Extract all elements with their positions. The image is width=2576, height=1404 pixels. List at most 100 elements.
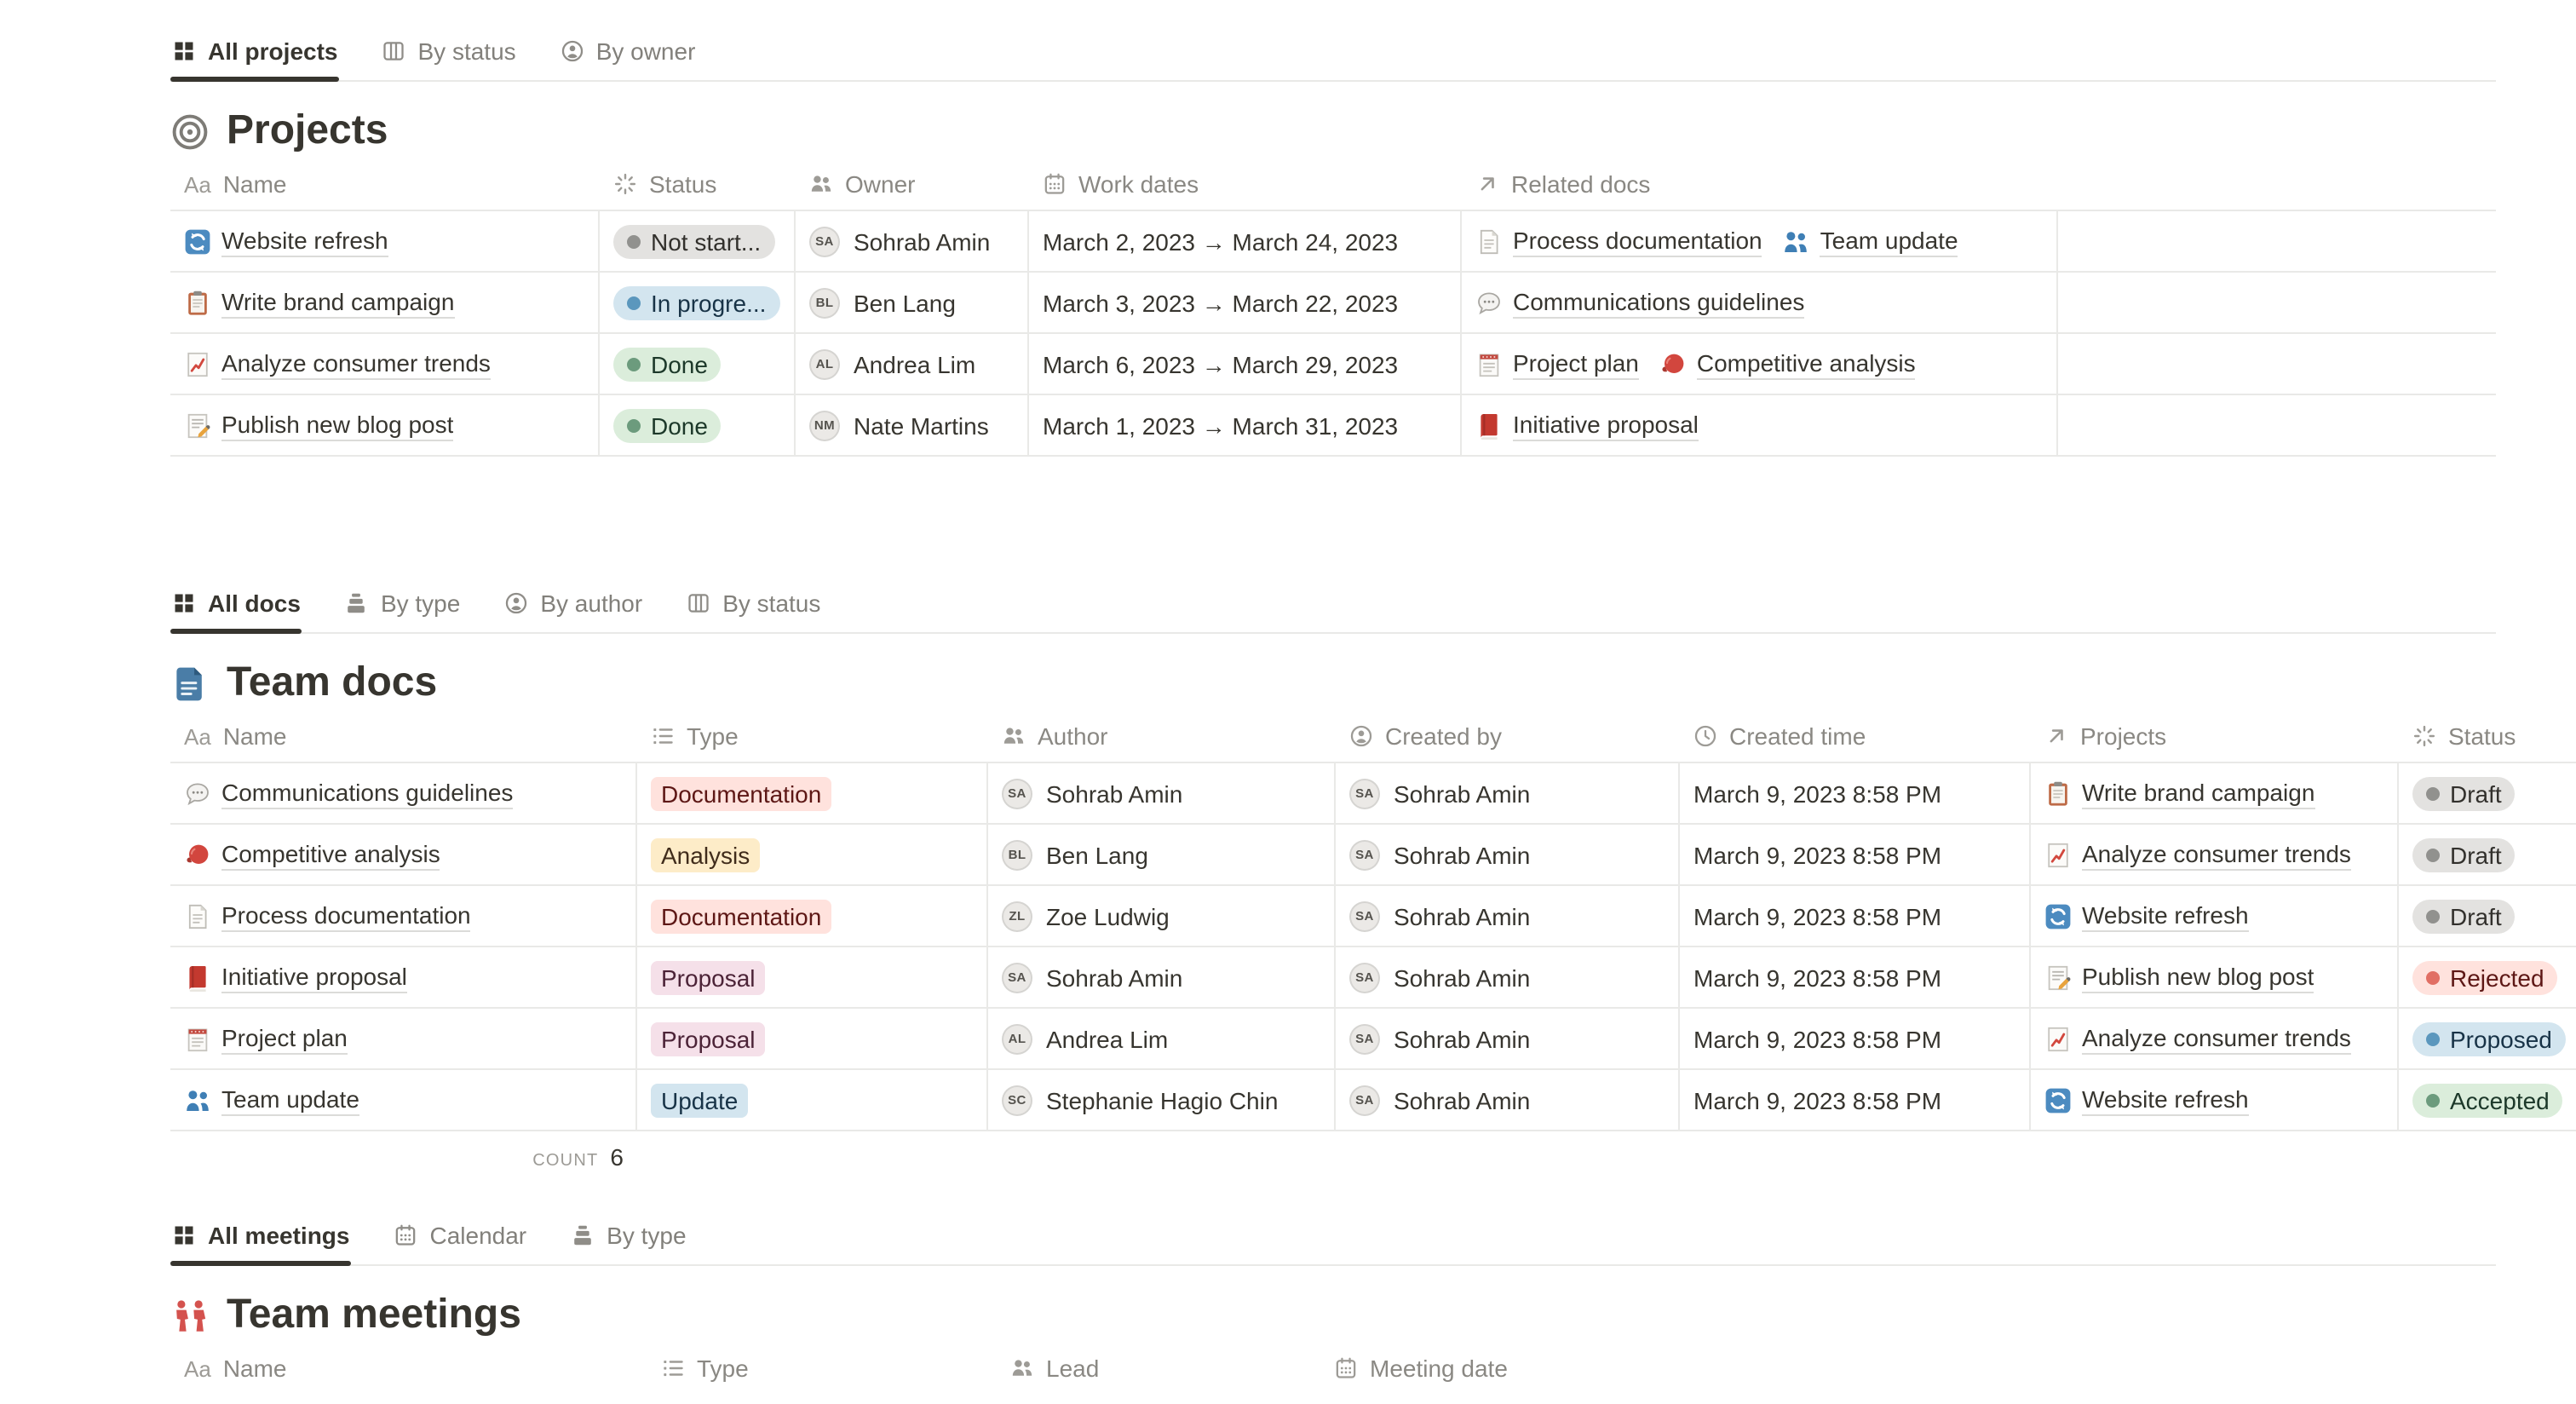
- person[interactable]: BL Ben Lang: [1002, 839, 1148, 870]
- table-row-process-documentation[interactable]: Process documentation Documentation ZL Zoe …: [170, 884, 2576, 946]
- status-pill[interactable]: Done: [613, 347, 722, 381]
- type-tag[interactable]: Documentation: [651, 899, 832, 933]
- page-link-communications-guidelines[interactable]: Communications guidelines: [184, 778, 514, 808]
- table-row-communications-guidelines[interactable]: Communications guidelines Documentation SA…: [170, 762, 2576, 823]
- status-pill[interactable]: Draft: [2412, 837, 2516, 872]
- page-link-publish-new-blog-post[interactable]: Publish new blog post: [184, 410, 454, 440]
- page-link-process-documentation[interactable]: Process documentation: [1475, 226, 1762, 256]
- column-label: Type: [687, 722, 739, 750]
- column-header-projects[interactable]: Projects: [2031, 722, 2399, 750]
- page-link-analyze-consumer-trends[interactable]: Analyze consumer trends: [2044, 839, 2351, 870]
- column-header-name[interactable]: Aa Name: [170, 722, 637, 750]
- person[interactable]: SA Sohrab Amin: [1349, 778, 1530, 808]
- count-aggregate[interactable]: COUNT 6: [170, 1131, 637, 1171]
- type-tag[interactable]: Proposal: [651, 1021, 766, 1056]
- page-link-website-refresh[interactable]: Website refresh: [184, 226, 388, 256]
- page-link-competitive-analysis[interactable]: Competitive analysis: [184, 839, 440, 870]
- table-row-team-update[interactable]: Team update Update SC Stephanie Hagio Chin S…: [170, 1068, 2576, 1130]
- table-row-analyze-consumer-trends[interactable]: Analyze consumer trends Done AL Andrea Lim M…: [170, 332, 2496, 394]
- page-link-process-documentation[interactable]: Process documentation: [184, 901, 471, 931]
- column-header-status[interactable]: Status: [2399, 722, 2576, 750]
- tab-all-projects[interactable]: All projects: [170, 31, 341, 82]
- person-name: Sohrab Amin: [1046, 780, 1183, 807]
- tab-by-status[interactable]: By status: [685, 583, 822, 632]
- page-link-write-brand-campaign[interactable]: Write brand campaign: [2044, 778, 2315, 808]
- page-link-competitive-analysis[interactable]: Competitive analysis: [1659, 348, 1916, 379]
- table-row-initiative-proposal[interactable]: Initiative proposal Proposal SA Sohrab Amin…: [170, 946, 2576, 1007]
- table-row-project-plan[interactable]: Project plan Proposal AL Andrea Lim SA Sohrab…: [170, 1007, 2576, 1068]
- person[interactable]: SA Sohrab Amin: [1002, 778, 1182, 808]
- column-header-created-by[interactable]: Created by: [1336, 722, 1680, 750]
- team-docs-title-text: Team docs: [227, 659, 438, 705]
- date-text: March 2, 2023 → March 24, 2023: [1043, 227, 1399, 255]
- tab-by-status[interactable]: By status: [381, 31, 518, 80]
- type-tag[interactable]: Proposal: [651, 960, 766, 994]
- column-header-work-dates[interactable]: Work dates: [1029, 170, 1462, 198]
- tab-by-author[interactable]: By author: [503, 583, 644, 632]
- memo-icon: [2044, 964, 2072, 991]
- people-blue-icon: [184, 1086, 211, 1113]
- page-link-project-plan[interactable]: Project plan: [1475, 348, 1639, 379]
- person[interactable]: SA Sohrab Amin: [1349, 839, 1530, 870]
- tab-all-docs[interactable]: All docs: [170, 583, 303, 634]
- page-link-initiative-proposal[interactable]: Initiative proposal: [184, 962, 407, 993]
- status-pill[interactable]: Accepted: [2412, 1083, 2563, 1117]
- tab-by-type[interactable]: By type: [343, 583, 462, 632]
- column-header-lead[interactable]: Lead: [997, 1355, 1320, 1382]
- column-header-status[interactable]: Status: [600, 170, 796, 198]
- type-tag[interactable]: Analysis: [651, 837, 761, 872]
- doc-blue-icon: [170, 664, 210, 703]
- column-header-name[interactable]: Aa Name: [170, 170, 600, 198]
- page-link-website-refresh[interactable]: Website refresh: [2044, 901, 2249, 931]
- page-link-team-update[interactable]: Team update: [184, 1085, 359, 1115]
- column-header-created-time[interactable]: Created time: [1680, 722, 2031, 750]
- person[interactable]: SC Stephanie Hagio Chin: [1002, 1085, 1278, 1115]
- tab-all-meetings[interactable]: All meetings: [170, 1215, 353, 1266]
- page-link-project-plan[interactable]: Project plan: [184, 1023, 348, 1054]
- status-pill[interactable]: Draft: [2412, 899, 2516, 933]
- status-pill[interactable]: Proposed: [2412, 1021, 2566, 1056]
- page-link-write-brand-campaign[interactable]: Write brand campaign: [184, 287, 455, 318]
- column-header-meeting-date[interactable]: Meeting date: [1320, 1355, 1729, 1382]
- person[interactable]: SA Sohrab Amin: [1349, 901, 1530, 931]
- tab-calendar[interactable]: Calendar: [393, 1215, 529, 1264]
- table-row-publish-new-blog-post[interactable]: Publish new blog post Done NM Nate Martins M…: [170, 394, 2496, 455]
- page-link-initiative-proposal[interactable]: Initiative proposal: [1475, 410, 1699, 440]
- type-tag[interactable]: Documentation: [651, 776, 832, 810]
- tab-by-type[interactable]: By type: [569, 1215, 687, 1264]
- status-pill[interactable]: Rejected: [2412, 960, 2558, 994]
- avatar: SA: [1349, 901, 1380, 931]
- table-row-write-brand-campaign[interactable]: Write brand campaign In progre... BL Ben La…: [170, 271, 2496, 332]
- person[interactable]: SA Sohrab Amin: [809, 226, 990, 256]
- status-pill[interactable]: In progre...: [613, 285, 780, 319]
- status-pill[interactable]: Done: [613, 408, 722, 442]
- page-link-analyze-consumer-trends[interactable]: Analyze consumer trends: [184, 348, 491, 379]
- column-header-name[interactable]: Aa Name: [170, 1355, 647, 1382]
- column-header-type[interactable]: Type: [637, 722, 988, 750]
- tab-by-owner[interactable]: By owner: [559, 31, 698, 80]
- person[interactable]: ZL Zoe Ludwig: [1002, 901, 1170, 931]
- page-link-website-refresh[interactable]: Website refresh: [2044, 1085, 2249, 1115]
- table-row-website-refresh[interactable]: Website refresh Not start... SA Sohrab Amin…: [170, 210, 2496, 271]
- page-link-team-update[interactable]: Team update: [1783, 226, 1958, 256]
- page-link-communications-guidelines[interactable]: Communications guidelines: [1475, 287, 1805, 318]
- page-link-publish-new-blog-post[interactable]: Publish new blog post: [2044, 962, 2314, 993]
- person[interactable]: SA Sohrab Amin: [1349, 962, 1530, 993]
- person[interactable]: SA Sohrab Amin: [1349, 1085, 1530, 1115]
- person[interactable]: BL Ben Lang: [809, 287, 956, 318]
- column-header-owner[interactable]: Owner: [796, 170, 1029, 198]
- page-link-analyze-consumer-trends[interactable]: Analyze consumer trends: [2044, 1023, 2351, 1054]
- person[interactable]: SA Sohrab Amin: [1002, 962, 1182, 993]
- table-row-competitive-analysis[interactable]: Competitive analysis Analysis BL Ben Lang SA…: [170, 823, 2576, 884]
- person[interactable]: SA Sohrab Amin: [1349, 1023, 1530, 1054]
- person[interactable]: AL Andrea Lim: [809, 348, 975, 379]
- avatar: SA: [1349, 839, 1380, 870]
- column-header-author[interactable]: Author: [988, 722, 1336, 750]
- type-tag[interactable]: Update: [651, 1083, 749, 1117]
- person[interactable]: AL Andrea Lim: [1002, 1023, 1168, 1054]
- status-pill[interactable]: Draft: [2412, 776, 2516, 810]
- status-pill[interactable]: Not start...: [613, 224, 775, 258]
- person[interactable]: NM Nate Martins: [809, 410, 989, 440]
- column-header-related-docs[interactable]: Related docs: [1462, 170, 2058, 198]
- column-header-type[interactable]: Type: [647, 1355, 997, 1382]
